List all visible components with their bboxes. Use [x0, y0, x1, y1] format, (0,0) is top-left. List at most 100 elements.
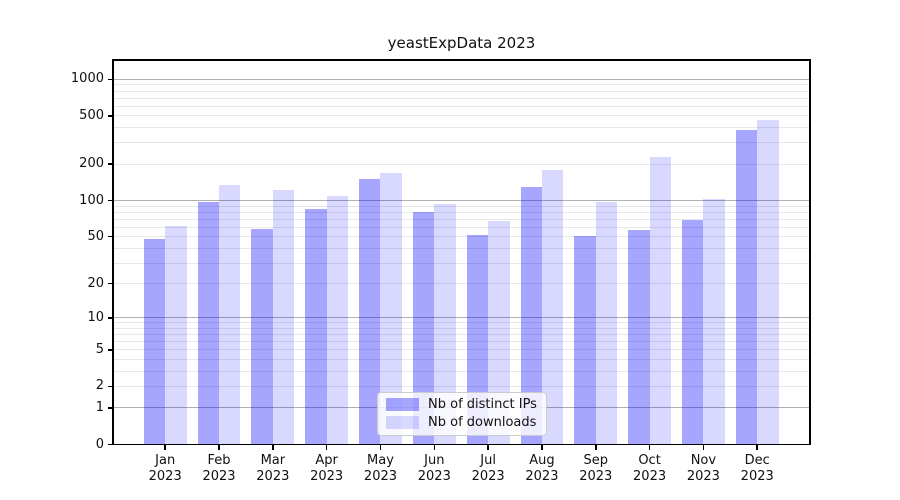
y-tick-label: 0	[95, 436, 104, 452]
minor-gridline	[113, 322, 810, 324]
y-tick-label: 50	[87, 228, 104, 244]
x-tick-label-may: May 2023	[348, 453, 412, 485]
minor-gridline	[113, 262, 810, 264]
bar-distinct-ips-dec	[735, 129, 758, 445]
y-tick-mark	[107, 317, 113, 319]
major-gridline	[113, 78, 810, 80]
bar-downloads-feb	[219, 184, 241, 445]
y-tick-label: 1000	[70, 71, 104, 87]
x-tick-month: Mar	[260, 452, 286, 468]
x-tick-month: Jan	[155, 452, 176, 468]
x-tick-year: 2023	[579, 468, 613, 484]
bar-downloads-may	[380, 173, 402, 445]
x-tick-label-apr: Apr 2023	[295, 453, 359, 485]
x-tick-year: 2023	[417, 468, 451, 484]
y-tick-label: 100	[79, 192, 104, 208]
y-tick-mark	[107, 407, 113, 409]
x-tick-mark	[218, 445, 220, 450]
x-tick-mark	[272, 445, 274, 450]
x-tick-month: Dec	[744, 452, 770, 468]
y-tick-mark	[107, 349, 113, 351]
bar-distinct-ips-nov	[682, 219, 704, 445]
x-tick-month: Jun	[424, 452, 445, 468]
x-tick-label-aug: Aug 2023	[510, 453, 574, 485]
minor-gridline	[113, 226, 810, 228]
x-tick-month: Apr	[315, 452, 338, 468]
bar-downloads-sep	[595, 201, 618, 445]
bar-downloads-jan	[165, 226, 187, 445]
right-spine	[809, 59, 811, 446]
bar-downloads-aug	[541, 169, 564, 445]
y-tick-label: 20	[87, 275, 104, 291]
bar-distinct-ips-apr	[305, 209, 327, 445]
bar-downloads-oct	[649, 156, 671, 445]
x-tick-label-sep: Sep 2023	[564, 453, 628, 485]
x-tick-year: 2023	[740, 468, 774, 484]
bar-downloads-jun	[434, 203, 456, 445]
x-tick-mark	[595, 445, 597, 450]
x-tick-mark	[756, 445, 758, 450]
y-tick-label: 500	[79, 107, 104, 123]
bar-distinct-ips-oct	[628, 229, 650, 445]
bar-distinct-ips-feb	[197, 202, 219, 445]
x-tick-mark	[487, 445, 489, 450]
bar-distinct-ips-may	[359, 179, 381, 445]
minor-gridline	[113, 358, 810, 360]
bar-distinct-ips-jun	[412, 211, 435, 445]
x-tick-month: Nov	[690, 452, 717, 468]
x-tick-mark	[541, 445, 543, 450]
minor-gridline	[113, 142, 810, 144]
x-tick-month: Oct	[638, 452, 661, 468]
x-tick-mark	[325, 445, 328, 450]
minor-gridline	[113, 211, 810, 213]
x-tick-year: 2023	[471, 468, 505, 484]
minor-gridline	[113, 205, 810, 207]
y-tick-mark	[107, 115, 113, 117]
bar-downloads-jul	[488, 220, 510, 445]
legend-label-distinct-ips: Nb of distinct IPs	[428, 397, 537, 412]
x-tick-label-jun: Jun 2023	[402, 453, 466, 485]
legend-item-distinct-ips: Nb of distinct IPs	[386, 397, 537, 412]
minor-gridline	[113, 283, 810, 285]
x-tick-label-jan: Jan 2023	[133, 453, 197, 485]
minor-gridline	[113, 327, 810, 329]
chart-title: yeastExpData 2023	[387, 34, 536, 52]
x-tick-month: Feb	[207, 452, 231, 468]
x-tick-mark	[379, 445, 382, 450]
bar-downloads-mar	[272, 189, 295, 445]
x-tick-label-mar: Mar 2023	[241, 453, 305, 485]
legend-item-downloads: Nb of downloads	[386, 415, 537, 430]
y-tick-mark	[107, 78, 113, 81]
minor-gridline	[113, 84, 810, 86]
legend: Nb of distinct IPs Nb of downloads	[377, 392, 547, 436]
y-tick-mark	[107, 385, 113, 388]
y-tick-label: 1	[95, 399, 104, 415]
bar-distinct-ips-mar	[251, 228, 273, 445]
minor-gridline	[113, 218, 810, 220]
x-tick-mark	[164, 445, 166, 450]
x-tick-year: 2023	[256, 468, 290, 484]
bottom-spine	[112, 443, 811, 446]
minor-gridline	[113, 247, 810, 249]
x-tick-label-jul: Jul 2023	[456, 453, 520, 485]
minor-gridline	[113, 349, 810, 351]
x-tick-mark	[702, 445, 705, 450]
minor-gridline	[113, 127, 810, 129]
bar-downloads-apr	[326, 196, 349, 445]
x-tick-label-nov: Nov 2023	[671, 453, 735, 485]
y-tick-label: 200	[79, 156, 104, 172]
bar-distinct-ips-aug	[520, 187, 542, 445]
x-tick-mark	[648, 445, 651, 450]
major-gridline	[113, 317, 810, 319]
minor-gridline	[113, 163, 810, 165]
y-tick-label: 10	[87, 309, 104, 325]
x-tick-month: Aug	[529, 452, 555, 468]
minor-gridline	[113, 105, 810, 107]
legend-label-downloads: Nb of downloads	[428, 415, 537, 430]
minor-gridline	[113, 97, 810, 99]
bar-distinct-ips-sep	[574, 235, 596, 445]
minor-gridline	[113, 341, 810, 343]
x-tick-month: Jul	[480, 452, 496, 468]
x-tick-label-feb: Feb 2023	[187, 453, 251, 485]
